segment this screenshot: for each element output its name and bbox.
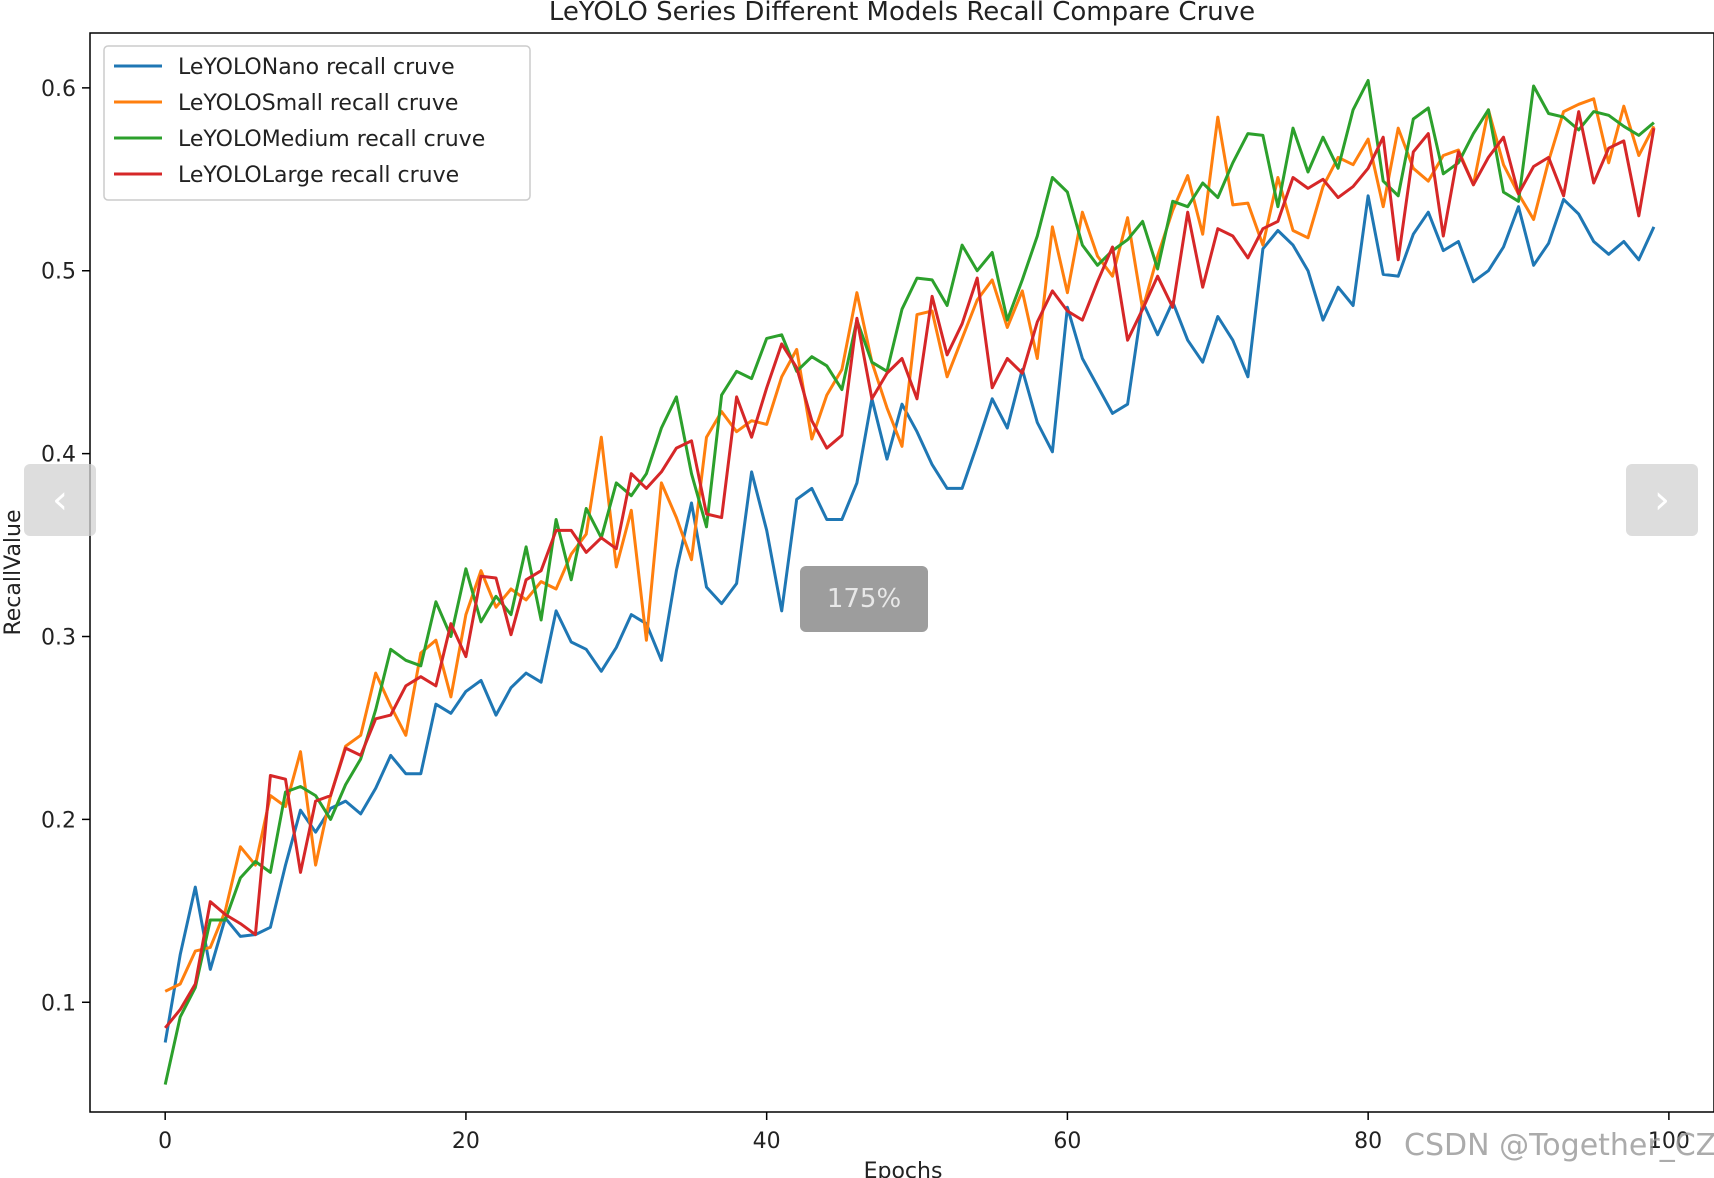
chart-title: LeYOLO Series Different Models Recall Co… (549, 0, 1255, 27)
y-tick-label: 0.2 (41, 808, 76, 833)
chevron-left-icon: ‹ (52, 477, 68, 523)
next-image-button[interactable]: › (1626, 464, 1698, 536)
series-line-3 (164, 110, 1656, 1029)
previous-image-button[interactable]: ‹ (24, 464, 96, 536)
plot-frame (89, 32, 1714, 1113)
x-tick-label: 20 (452, 1129, 480, 1154)
x-tick-label: 80 (1354, 1129, 1382, 1154)
plot-lines (163, 79, 1656, 1085)
legend-box (103, 45, 531, 201)
y-tick-label: 0.3 (41, 626, 76, 651)
y-tick-label: 0.5 (41, 260, 76, 285)
x-axis-ticks: 0 20 40 60 80 100 (158, 1112, 1690, 1154)
legend-entry-label: LeYOLOSmall recall cruve (178, 91, 458, 116)
x-tick-label: 0 (158, 1129, 172, 1154)
legend-entry-label: LeYOLONano recall cruve (178, 55, 455, 80)
series-line-2 (163, 79, 1655, 1085)
x-tick-label: 100 (1648, 1129, 1690, 1154)
y-axis-ticks: 0.1 0.2 0.3 0.4 0.5 0.6 (41, 77, 90, 1016)
chevron-right-icon: › (1654, 477, 1670, 523)
y-tick-label: 0.6 (41, 77, 76, 102)
watermark: CSDN @Together_CZ (1404, 1128, 1714, 1163)
x-tick-label: 40 (753, 1129, 781, 1154)
legend-entry-label: LeYOLOLarge recall cruve (178, 163, 459, 188)
legend: LeYOLONano recall cruve LeYOLOSmall recal… (103, 45, 531, 201)
y-axis-label: RecallValue (1, 509, 26, 635)
x-tick-label: 60 (1053, 1129, 1081, 1154)
y-tick-label: 0.4 (41, 443, 76, 468)
series-line-0 (163, 194, 1656, 1043)
y-tick-label: 0.1 (41, 991, 76, 1016)
x-axis-label: Epochs (864, 1159, 943, 1178)
series-line-1 (164, 97, 1656, 993)
legend-entry-label: LeYOLOMedium recall cruve (178, 127, 485, 152)
zoom-level-badge: 175% (800, 566, 928, 632)
